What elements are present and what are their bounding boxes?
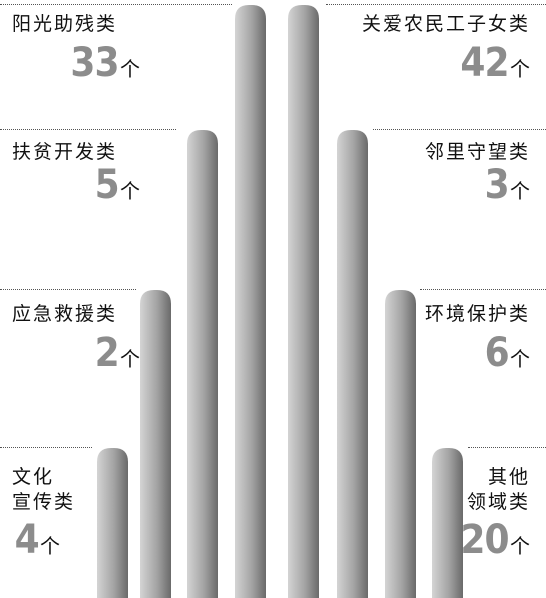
category-label: 文化 宣传类 xyxy=(12,465,75,515)
leader-line xyxy=(373,129,546,130)
category-label-line: 邻里守望类 xyxy=(424,141,530,163)
value-unit: 个 xyxy=(120,347,140,371)
category-label: 扶贫开发类 xyxy=(12,140,117,165)
value-label: 42个 xyxy=(455,43,530,83)
leader-line xyxy=(468,447,546,448)
value-label: 2个 xyxy=(92,333,140,373)
leader-line xyxy=(0,129,176,130)
value-number: 33 xyxy=(70,40,120,86)
leader-line xyxy=(420,289,546,290)
category-label-line: 领域类 xyxy=(466,491,530,513)
value-unit: 个 xyxy=(510,534,530,558)
value-unit: 个 xyxy=(120,179,140,203)
value-label: 20个 xyxy=(455,520,530,560)
category-label-line: 环境保护类 xyxy=(424,303,530,325)
value-label: 4个 xyxy=(12,520,60,560)
category-label: 环境保护类 xyxy=(425,302,530,327)
value-unit: 个 xyxy=(120,57,140,81)
bar-邻里守望类 xyxy=(337,130,368,598)
bar-其他领域类 xyxy=(432,448,463,598)
category-label: 邻里守望类 xyxy=(425,140,530,165)
leader-line xyxy=(0,4,232,5)
value-label: 33个 xyxy=(65,43,140,83)
category-label: 阳光助残类 xyxy=(12,12,117,37)
category-label: 应急救援类 xyxy=(12,302,117,327)
leader-line xyxy=(0,289,136,290)
value-number: 20 xyxy=(460,517,510,563)
value-label: 3个 xyxy=(482,165,530,205)
category-label-line: 其他 xyxy=(487,466,530,488)
value-number: 3 xyxy=(484,162,510,208)
value-number: 6 xyxy=(484,330,510,376)
value-unit: 个 xyxy=(510,179,530,203)
bar-扶贫开发类 xyxy=(187,130,218,598)
value-number: 5 xyxy=(94,162,120,208)
category-label-line: 应急救援类 xyxy=(12,303,118,325)
value-number: 2 xyxy=(94,330,120,376)
bar-文化宣传类 xyxy=(97,448,128,598)
value-unit: 个 xyxy=(40,534,60,558)
leader-line xyxy=(0,447,92,448)
value-unit: 个 xyxy=(510,57,530,81)
value-unit: 个 xyxy=(510,347,530,371)
bar-环境保护类 xyxy=(385,290,416,598)
value-number: 42 xyxy=(460,40,510,86)
category-label: 其他领域类 xyxy=(467,465,530,515)
category-label-line: 关爱农民工子女类 xyxy=(361,13,530,35)
bar-应急救援类 xyxy=(140,290,171,598)
value-number: 4 xyxy=(14,517,40,563)
category-label-line: 扶贫开发类 xyxy=(12,141,118,163)
value-label: 6个 xyxy=(482,333,530,373)
bar-关爱农民工子女类 xyxy=(288,5,319,598)
value-label: 5个 xyxy=(92,165,140,205)
bar-阳光助残类 xyxy=(235,5,266,598)
leader-line xyxy=(326,4,546,5)
category-label-line: 阳光助残类 xyxy=(12,13,118,35)
category-label-line: 文化 xyxy=(12,466,55,488)
category-label-line: 宣传类 xyxy=(12,491,76,513)
category-label: 关爱农民工子女类 xyxy=(362,12,530,37)
